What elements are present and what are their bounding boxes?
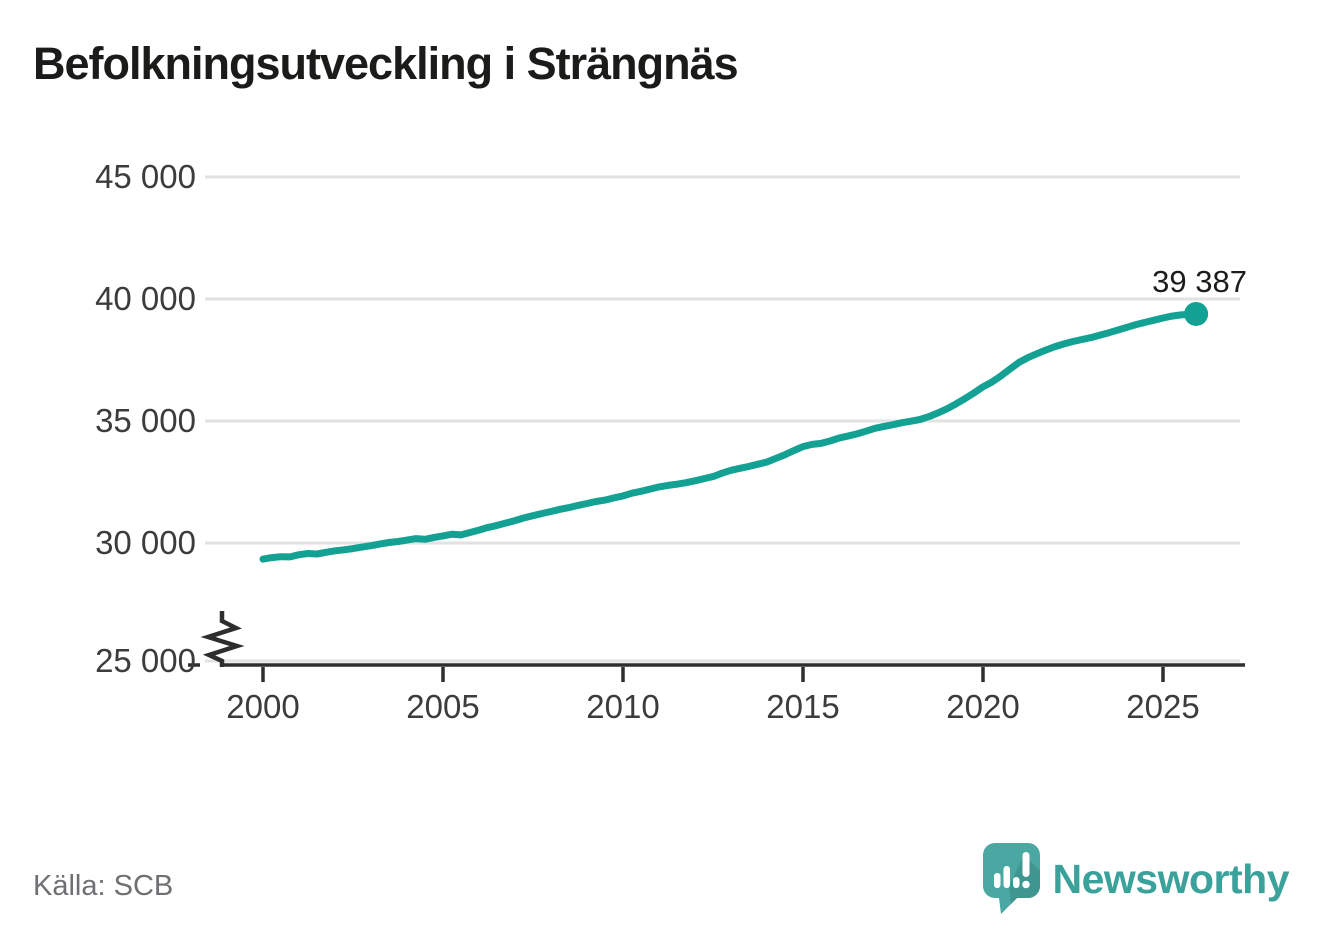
last-value-marker [1184, 301, 1209, 326]
population-line-series [259, 310, 1200, 563]
y-tick-label-25000: 25 000 [95, 642, 196, 679]
x-tick-label-2020: 2020 [946, 688, 1020, 725]
last-value-data-label: 39 387 [1152, 264, 1247, 299]
source-attribution: Källa: SCB [33, 870, 174, 902]
x-tick-label-2015: 2015 [766, 688, 840, 725]
x-tick-label-2010: 2010 [586, 688, 660, 725]
y-tick-label-35000: 35 000 [95, 402, 196, 439]
y-tick-label-30000: 30 000 [95, 524, 196, 561]
x-tick-label-2025: 2025 [1126, 688, 1200, 725]
chart-title: Befolkningsutveckling i Strängnäs [33, 38, 739, 89]
newsworthy-logo: Newsworthy [982, 843, 1290, 915]
y-axis-break-icon [200, 611, 245, 667]
y-tick-label-45000: 45 000 [95, 158, 196, 195]
newsworthy-speech-bubble-chart-icon [982, 843, 1040, 914]
y-tick-label-40000: 40 000 [95, 280, 196, 317]
x-tick-label-2000: 2000 [226, 688, 300, 725]
newsworthy-logo-text: Newsworthy [1052, 856, 1290, 902]
x-tick-label-2005: 2005 [406, 688, 480, 725]
